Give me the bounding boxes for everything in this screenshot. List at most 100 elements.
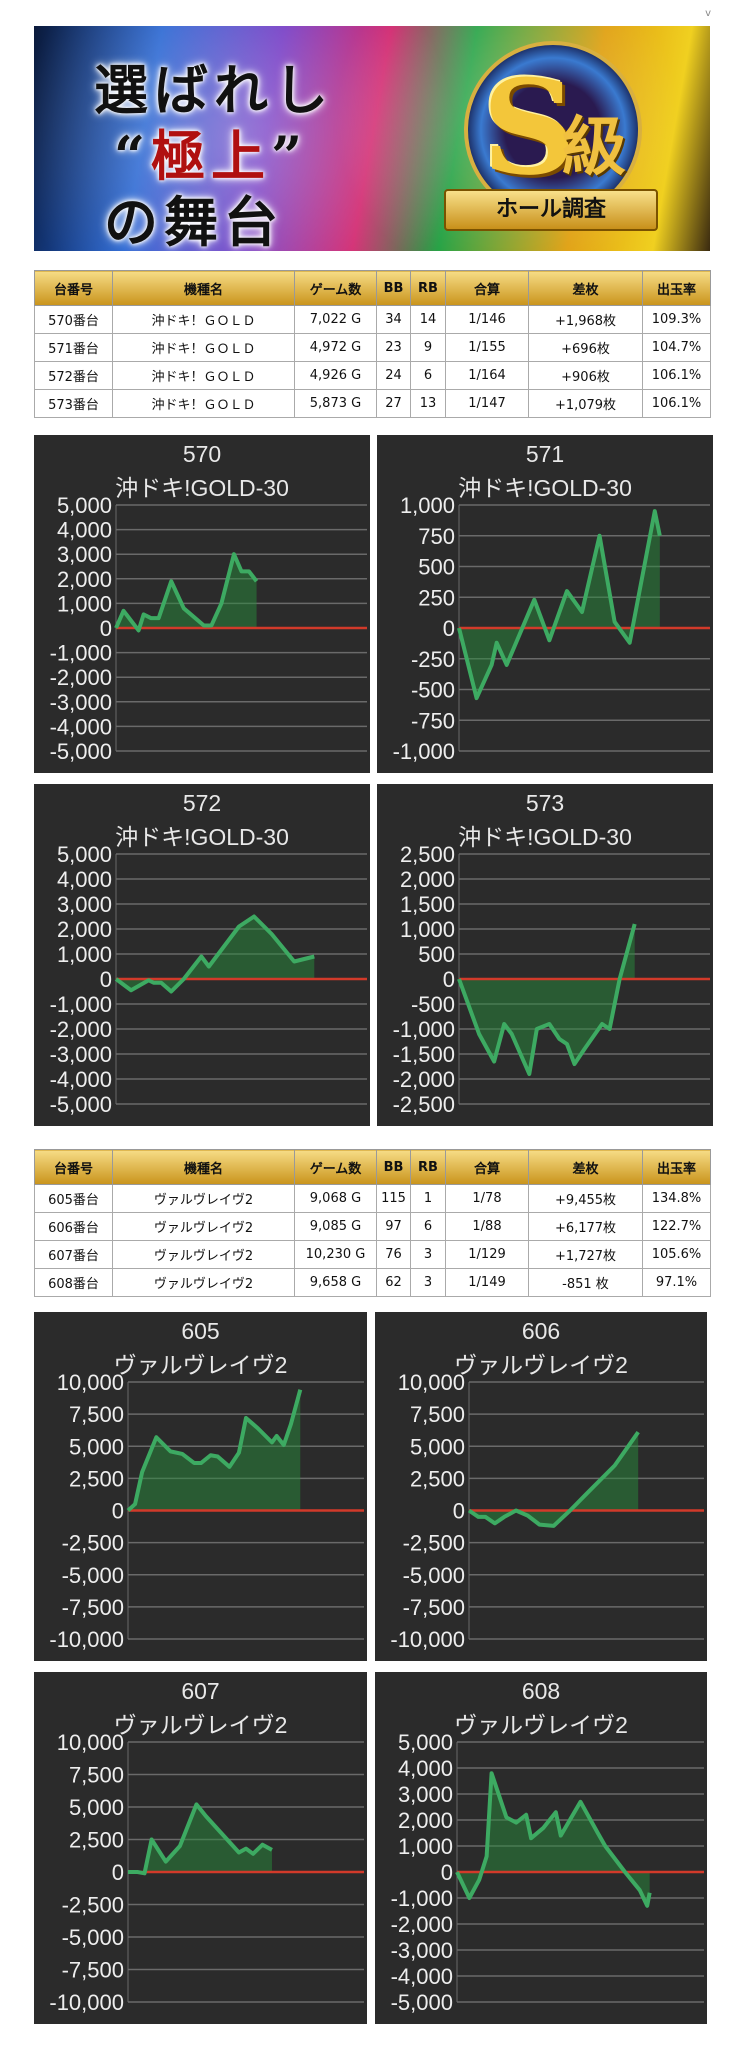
- cell-games: 10,230 G: [294, 1240, 377, 1269]
- chart-title: 570: [182, 441, 222, 467]
- balance-chart: 1,000 750 500 250 0 -250 -500 -750 -1,000: [393, 493, 710, 764]
- y-tick-label: 0: [441, 1860, 453, 1885]
- cell-unit: 571番台: [34, 333, 113, 362]
- column-header: 機種名: [112, 1149, 295, 1185]
- cell-rb: 3: [410, 1268, 446, 1297]
- balance-area: [128, 1804, 272, 1874]
- banner-line-2: “極上”: [114, 112, 308, 191]
- y-tick-label: 5,000: [69, 1795, 124, 1820]
- cell-diff: +1,968枚: [528, 305, 643, 334]
- y-tick-label: 4,000: [57, 867, 112, 892]
- cell-total: 1/149: [445, 1268, 529, 1297]
- chart-subtitle: ヴァルヴレイヴ2: [113, 1352, 288, 1378]
- cell-diff: +696枚: [528, 333, 643, 362]
- y-tick-label: 2,500: [410, 1466, 465, 1491]
- y-tick-label: 2,000: [400, 867, 455, 892]
- y-tick-label: -500: [411, 992, 455, 1017]
- column-header: BB: [376, 270, 411, 306]
- y-tick-label: 0: [112, 1499, 124, 1524]
- y-tick-label: 250: [418, 585, 455, 610]
- balance-line: [457, 509, 662, 701]
- y-tick-label: -250: [411, 647, 455, 672]
- cell-rate: 134.8%: [642, 1184, 711, 1213]
- balance-chart: 5,0004,0003,0002,0001,0000-1,000-2,000-3…: [391, 1730, 704, 2015]
- y-tick-label: 1,000: [398, 1834, 453, 1859]
- balance-chart: 5,0004,0003,0002,0001,0000-1,000-2,000-3…: [50, 842, 367, 1117]
- cell-rate: 106.1%: [642, 361, 711, 390]
- balance-chart: 2,5002,0001,5001,0005000-500-1,000-1,500…: [393, 842, 710, 1117]
- table-row: 608番台 ヴァルヴレイヴ2 9,658 G 62 3 1/149 -851 枚 97.1%: [34, 1268, 711, 1297]
- cell-model: 沖ドキ！ＧＯＬＤ: [112, 361, 295, 390]
- y-tick-label: -7,500: [62, 1958, 124, 1983]
- cell-bb: 97: [376, 1212, 411, 1241]
- cell-total: 1/78: [445, 1184, 529, 1213]
- cell-rb: 13: [410, 389, 446, 418]
- y-tick-label: -4,000: [50, 1067, 112, 1092]
- cell-model: ヴァルヴレイヴ2: [112, 1212, 295, 1241]
- y-tick-label: 0: [453, 1499, 465, 1524]
- cell-games: 9,658 G: [294, 1268, 377, 1297]
- table-row: 607番台 ヴァルヴレイヴ2 10,230 G 76 3 1/129 +1,727枚 105.…: [34, 1240, 711, 1269]
- cell-total: 1/146: [445, 305, 529, 334]
- y-tick-label: 500: [418, 942, 455, 967]
- y-tick-label: -4,000: [50, 714, 112, 739]
- cell-unit: 606番台: [34, 1212, 113, 1241]
- cell-games: 5,873 G: [294, 389, 377, 418]
- cell-unit: 605番台: [34, 1184, 113, 1213]
- balance-area: [459, 924, 635, 1074]
- column-header: BB: [376, 1149, 411, 1185]
- banner-line-1: 選ばれし: [94, 58, 334, 122]
- y-tick-label: -10,000: [390, 1627, 465, 1652]
- y-tick-label: -2,000: [393, 1067, 455, 1092]
- balance-line: [128, 1802, 273, 1876]
- y-tick-label: 1,000: [400, 917, 455, 942]
- cell-rb: 9: [410, 333, 446, 362]
- balance-line: [457, 923, 637, 1076]
- badge-ribbon: ホール調査: [444, 189, 658, 231]
- y-tick-label: -750: [411, 708, 455, 733]
- balance-area: [128, 1389, 301, 1511]
- y-tick-label: 750: [418, 524, 455, 549]
- cell-model: ヴァルヴレイヴ2: [112, 1184, 295, 1213]
- y-tick-label: 0: [112, 1860, 124, 1885]
- cell-unit: 570番台: [34, 305, 113, 334]
- y-tick-label: -7,500: [62, 1595, 124, 1620]
- cell-unit: 607番台: [34, 1240, 113, 1269]
- column-header: RB: [410, 270, 446, 306]
- chart-panel-608: 608 ヴァルヴレイヴ2 5,000 4,000 3,000 2,000 1,000 0 -1,…: [375, 1672, 707, 2024]
- cell-diff: -851 枚: [528, 1268, 643, 1297]
- cell-bb: 62: [376, 1268, 411, 1297]
- y-tick-label: 1,000: [400, 493, 455, 518]
- cell-rate: 122.7%: [642, 1212, 711, 1241]
- cell-diff: +906枚: [528, 361, 643, 390]
- y-tick-label: 2,500: [69, 1466, 124, 1491]
- chart-title: 607: [181, 1678, 220, 1704]
- cell-diff: +6,177枚: [528, 1212, 643, 1241]
- cell-model: 沖ドキ！ＧＯＬＤ: [112, 389, 295, 418]
- table-row: 572番台 沖ドキ！ＧＯＬＤ 4,926 G 24 6 1/164 +906枚 106.1%: [34, 361, 711, 390]
- cell-games: 9,085 G: [294, 1212, 377, 1241]
- cell-unit: 573番台: [34, 389, 113, 418]
- y-tick-label: -2,000: [50, 1017, 112, 1042]
- balance-chart: 5,0004,0003,0002,0001,0000-1,000-2,000-3…: [50, 493, 367, 764]
- corner-mark: v: [705, 8, 711, 19]
- table-row: 573番台 沖ドキ！ＧＯＬＤ 5,873 G 27 13 1/147 +1,079枚 106.…: [34, 389, 711, 418]
- cell-total: 1/155: [445, 333, 529, 362]
- cell-model: 沖ドキ！ＧＯＬＤ: [112, 305, 295, 334]
- cell-rb: 6: [410, 361, 446, 390]
- y-tick-label: 10,000: [398, 1370, 465, 1395]
- y-tick-label: -1,000: [393, 739, 455, 764]
- y-tick-label: 0: [100, 616, 112, 641]
- cell-diff: +1,079枚: [528, 389, 643, 418]
- y-tick-label: 2,500: [400, 842, 455, 867]
- y-tick-label: 2,000: [57, 917, 112, 942]
- y-tick-label: -2,500: [62, 1531, 124, 1556]
- y-tick-label: 5,000: [57, 493, 112, 518]
- chart-panel-570: 570 沖ドキ!GOLD-30 5,000 4,000 3,000 2,000 1,000 0…: [34, 435, 370, 773]
- y-tick-label: -5,000: [62, 1925, 124, 1950]
- y-tick-label: -1,000: [393, 1017, 455, 1042]
- y-tick-label: 3,000: [398, 1782, 453, 1807]
- column-header: ゲーム数: [294, 1149, 377, 1185]
- y-tick-label: -5,000: [403, 1563, 465, 1588]
- y-tick-label: 5,000: [69, 1434, 124, 1459]
